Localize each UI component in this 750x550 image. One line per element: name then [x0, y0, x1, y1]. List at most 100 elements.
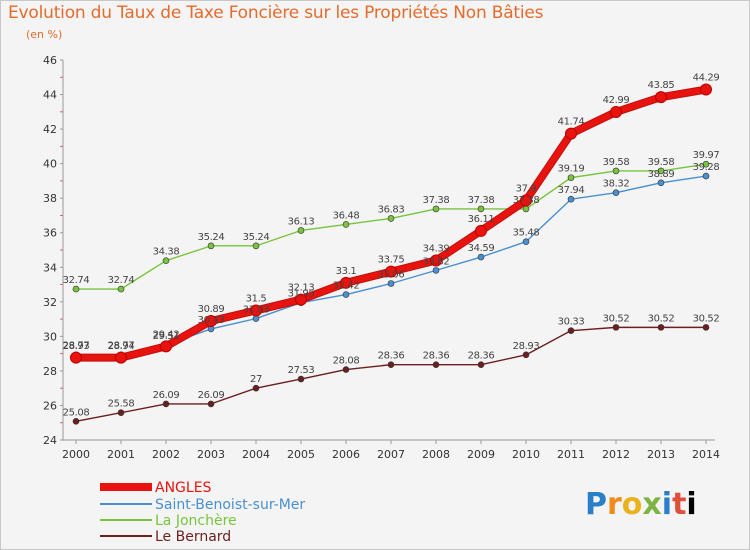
- data-label: 32.74: [63, 275, 90, 286]
- data-point: [702, 324, 710, 331]
- data-label: 37.38: [513, 195, 540, 206]
- y-tick-label: 26: [43, 399, 57, 412]
- data-label: 37.38: [423, 195, 450, 206]
- data-label: 38.32: [603, 179, 630, 190]
- data-label: 39.58: [648, 157, 675, 168]
- data-label: 37.38: [468, 195, 495, 206]
- x-tick-label: 2000: [62, 448, 90, 461]
- data-point: [207, 242, 215, 250]
- data-label: 31.5: [246, 293, 267, 304]
- data-point: [252, 315, 260, 322]
- data-point: [475, 224, 487, 237]
- data-point: [342, 366, 350, 373]
- data-point: [612, 167, 620, 175]
- data-point: [207, 400, 215, 408]
- data-label: 33.1: [336, 266, 357, 277]
- data-label: 28.94: [108, 341, 135, 352]
- data-label: 32.42: [333, 281, 360, 292]
- data-point: [295, 293, 307, 306]
- data-point: [610, 105, 622, 118]
- y-tick-label: 24: [43, 434, 57, 447]
- data-label: 34.38: [153, 247, 180, 258]
- data-point: [342, 291, 350, 298]
- data-point: [162, 400, 170, 408]
- legend-label: Le Bernard: [155, 529, 231, 545]
- data-label: 36.48: [333, 210, 360, 221]
- unit-label: (en %): [26, 28, 63, 41]
- data-point: [702, 160, 710, 168]
- data-label: 41.74: [558, 117, 585, 128]
- data-point: [700, 83, 712, 96]
- legend-label: ANGLES: [155, 480, 212, 496]
- data-label: 29.42: [153, 329, 180, 340]
- data-point: [297, 375, 305, 383]
- data-point: [117, 409, 125, 417]
- data-label: 30.52: [693, 313, 720, 324]
- chart-title: Evolution du Taux de Taxe Foncière sur l…: [8, 3, 544, 23]
- y-tick-label: 42: [43, 123, 57, 136]
- y-tick-label: 28: [43, 365, 57, 378]
- data-label: 43.85: [648, 80, 675, 91]
- data-point: [655, 91, 667, 104]
- x-tick-label: 2012: [602, 448, 630, 461]
- data-label: 28.36: [423, 351, 450, 362]
- x-tick-label: 2011: [557, 448, 585, 461]
- legend-label: Saint-Benoist-sur-Mer: [155, 497, 305, 513]
- y-tick-label: 38: [43, 192, 57, 205]
- series-la-jonch-re: [72, 160, 710, 293]
- data-label: 28.36: [378, 351, 405, 362]
- data-label: 28.08: [333, 356, 360, 367]
- y-tick-label: 36: [43, 227, 57, 240]
- x-tick-label: 2010: [512, 448, 540, 461]
- logo-letter: r: [607, 487, 622, 522]
- data-label: 28.77: [63, 341, 90, 352]
- data-label: 30.89: [198, 304, 225, 315]
- data-label: 39.28: [693, 162, 720, 173]
- x-tick-label: 2013: [647, 448, 675, 461]
- logo-letter: i: [686, 487, 697, 522]
- data-label: 33.82: [423, 256, 450, 267]
- data-label: 36.13: [288, 216, 315, 227]
- data-point: [477, 205, 485, 213]
- data-point: [432, 361, 440, 368]
- proxiti-logo: Proxiti: [585, 487, 697, 522]
- data-label: 38.89: [648, 169, 675, 180]
- data-point: [297, 227, 305, 234]
- series-layer: [70, 83, 712, 425]
- data-label: 39.58: [603, 157, 630, 168]
- data-point: [657, 179, 665, 187]
- data-label: 31.03: [243, 305, 270, 316]
- data-label: 25.08: [63, 407, 90, 418]
- logo-letter: o: [621, 487, 643, 522]
- data-label: 27.53: [288, 365, 315, 376]
- data-point: [522, 205, 530, 213]
- data-label: 34.59: [468, 243, 495, 254]
- y-tick-label: 30: [43, 330, 57, 343]
- data-point: [115, 351, 127, 364]
- data-point: [387, 215, 395, 222]
- data-point: [477, 361, 485, 368]
- data-label: 30.43: [198, 315, 225, 326]
- logo-letter: t: [672, 487, 687, 522]
- data-point: [477, 253, 485, 261]
- data-point: [702, 172, 710, 180]
- data-label: 27: [250, 374, 262, 385]
- data-point: [612, 324, 620, 331]
- data-point: [72, 418, 80, 425]
- y-tick-label: 34: [43, 261, 57, 274]
- data-point: [252, 384, 260, 392]
- x-tick-label: 2003: [197, 448, 225, 461]
- legend-label: La Jonchère: [155, 513, 237, 529]
- data-label: 30.33: [558, 317, 585, 328]
- data-label: 30.52: [648, 313, 675, 324]
- logo-letter: P: [585, 487, 607, 522]
- data-label: 42.99: [603, 95, 630, 106]
- data-point: [612, 189, 620, 196]
- data-point: [70, 351, 82, 364]
- y-tick-label: 44: [43, 89, 57, 102]
- data-label: 39.19: [558, 164, 585, 175]
- data-label: 28.36: [468, 351, 495, 362]
- data-point: [205, 314, 217, 327]
- y-tick-label: 32: [43, 296, 57, 309]
